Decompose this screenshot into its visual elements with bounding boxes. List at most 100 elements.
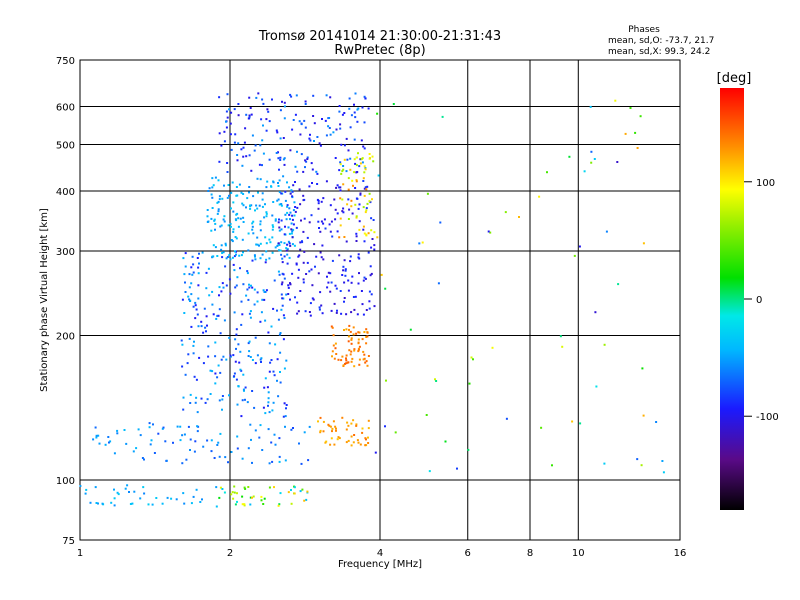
- data-point: [316, 172, 319, 175]
- data-point: [278, 244, 281, 246]
- data-point: [189, 393, 192, 396]
- data-point: [371, 238, 374, 240]
- data-point: [362, 313, 365, 316]
- data-point: [211, 177, 214, 180]
- data-point: [292, 228, 295, 231]
- data-point: [286, 262, 289, 265]
- data-point: [230, 111, 233, 114]
- data-point: [352, 333, 355, 336]
- data-point: [590, 150, 593, 153]
- data-point: [357, 253, 360, 256]
- data-point: [218, 96, 221, 99]
- data-point: [345, 362, 348, 365]
- data-point: [290, 189, 293, 192]
- data-point: [294, 113, 297, 116]
- data-point: [355, 423, 358, 426]
- data-point: [285, 247, 288, 250]
- data-point: [299, 241, 302, 244]
- data-point: [251, 496, 253, 499]
- data-point: [352, 441, 355, 444]
- data-point: [369, 274, 372, 277]
- data-point: [237, 114, 240, 117]
- data-point: [350, 444, 353, 447]
- data-point: [278, 179, 281, 182]
- data-point: [245, 206, 247, 209]
- data-point: [245, 294, 248, 297]
- data-point: [211, 186, 214, 189]
- data-point: [206, 324, 208, 327]
- data-point: [289, 282, 291, 285]
- data-point: [267, 404, 269, 407]
- data-point: [350, 337, 353, 340]
- data-point: [256, 236, 259, 239]
- data-point: [505, 417, 508, 420]
- data-point: [271, 228, 274, 231]
- data-point: [182, 396, 185, 399]
- data-point: [320, 200, 323, 203]
- data-point: [325, 134, 328, 137]
- data-point: [363, 357, 366, 360]
- data-point: [365, 360, 368, 363]
- data-point: [261, 205, 264, 208]
- data-point: [237, 217, 240, 220]
- data-point: [319, 291, 322, 294]
- data-point: [282, 314, 285, 317]
- data-point: [272, 225, 275, 228]
- data-point: [247, 249, 250, 252]
- data-point: [377, 174, 380, 177]
- data-point: [354, 116, 357, 119]
- data-point: [217, 200, 220, 203]
- data-point: [441, 115, 444, 118]
- data-point: [340, 312, 343, 315]
- data-point: [267, 397, 270, 400]
- data-point: [318, 308, 321, 311]
- data-point: [248, 312, 251, 315]
- data-point: [435, 380, 438, 382]
- data-point: [303, 217, 306, 220]
- phase-box-title: Phases: [628, 25, 660, 35]
- data-point: [259, 229, 262, 232]
- data-point: [241, 399, 244, 402]
- data-point: [294, 181, 296, 183]
- data-point: [243, 504, 246, 507]
- data-point: [291, 214, 294, 217]
- data-point: [662, 471, 665, 474]
- data-point: [319, 431, 322, 434]
- data-point: [283, 101, 286, 104]
- data-point: [256, 291, 259, 294]
- data-point: [302, 281, 305, 284]
- data-point: [282, 297, 285, 300]
- data-point: [229, 354, 232, 357]
- data-point: [260, 357, 263, 360]
- data-point: [344, 274, 347, 277]
- chart-title: Tromsø 20141014 21:30:00-21:31:43: [258, 29, 501, 44]
- data-point: [641, 367, 644, 370]
- data-point: [327, 281, 330, 284]
- data-point: [329, 204, 332, 207]
- data-point: [135, 447, 138, 450]
- data-point: [345, 354, 348, 357]
- data-point: [211, 290, 214, 293]
- data-point: [254, 255, 256, 258]
- data-point: [206, 398, 209, 401]
- data-point: [345, 428, 348, 431]
- data-point: [277, 185, 280, 187]
- data-point: [220, 244, 223, 247]
- data-point: [282, 137, 285, 139]
- data-point: [320, 220, 323, 223]
- data-point: [214, 246, 217, 249]
- data-point: [235, 213, 238, 216]
- data-point: [193, 450, 196, 453]
- data-point: [187, 353, 190, 356]
- data-point: [224, 244, 227, 247]
- y-tick-label: 200: [56, 332, 75, 343]
- data-point: [236, 435, 239, 438]
- data-point: [341, 210, 344, 213]
- data-point: [237, 142, 240, 145]
- data-point: [246, 197, 249, 200]
- data-point: [286, 248, 289, 251]
- data-point: [274, 218, 277, 221]
- data-point: [285, 218, 288, 221]
- data-point: [367, 419, 370, 422]
- data-point: [227, 224, 230, 227]
